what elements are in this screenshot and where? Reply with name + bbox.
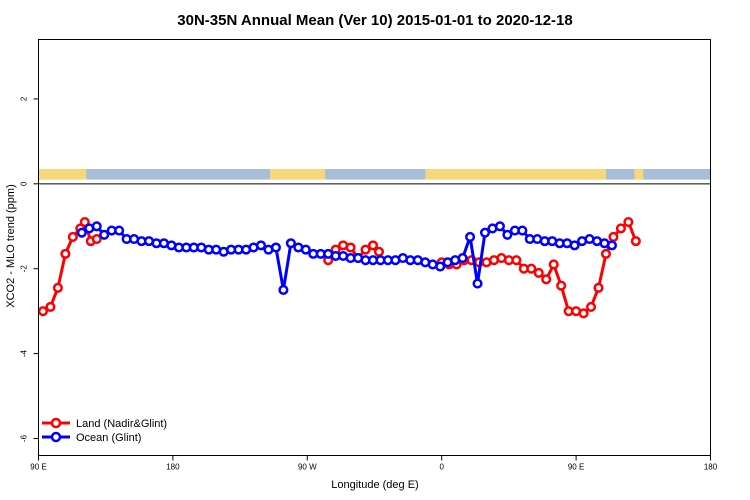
ocean-series-point [479, 227, 491, 238]
land-series-point [345, 242, 356, 253]
x-axis-label: Longitude (deg E) [331, 479, 418, 491]
y-axis-label: XCO2 - MLO trend (ppm) [5, 184, 17, 307]
land-series-point [45, 301, 56, 312]
land-series-point [67, 231, 78, 242]
ocean-series-point [472, 278, 483, 289]
x-tick-label: 90 E [568, 463, 584, 472]
legend-ocean-label: Ocean (Glint) [76, 432, 141, 444]
legend-ocean-marker [50, 431, 62, 443]
y-tick-label: -6 [20, 434, 29, 442]
x-tick-label: 0 [439, 463, 444, 472]
ocean-series-point [465, 231, 476, 242]
land-series-point [548, 259, 559, 270]
ocean-series-point [435, 261, 446, 272]
land-series-point [541, 274, 552, 285]
land-series-point [600, 248, 612, 259]
land-series-point [533, 267, 544, 279]
ocean-series-point [569, 240, 580, 251]
y-tick-label: -2 [20, 265, 29, 273]
y-tick-label: -4 [20, 350, 29, 358]
ocean-series-point [285, 238, 296, 249]
land-series-point [608, 231, 619, 242]
legend-land-label: Land (Nadir&Glint) [76, 418, 167, 430]
x-tick-label: 180 [166, 463, 180, 472]
ocean-series-point [278, 284, 289, 295]
y-tick-label: 2 [20, 96, 29, 101]
legend: Land (Nadir&Glint) Ocean (Glint) [42, 417, 167, 444]
land-mask-segment [269, 168, 326, 180]
land-series-point [615, 223, 626, 234]
land-series-point [511, 255, 522, 266]
land-series-point [578, 308, 589, 319]
ocean-series-point [91, 221, 102, 232]
ocean-series-point [517, 225, 528, 236]
ocean-series-point [76, 227, 87, 238]
legend-land-marker [50, 417, 62, 429]
x-tick-label: 90 E [30, 463, 46, 472]
y-tick-label: 0 [20, 181, 29, 186]
ocean-series-point [457, 253, 468, 264]
land-series-point [556, 280, 567, 291]
land-series-point [37, 306, 49, 317]
ocean-series-point [300, 244, 311, 255]
land-series-point [60, 248, 71, 259]
land-mask-segment [634, 168, 644, 180]
x-tick-label: 180 [704, 463, 718, 472]
ocean-series-point [494, 221, 505, 232]
ocean-mask-band [38, 168, 711, 180]
land-series-point [630, 236, 641, 247]
chart-title: 30N-35N Annual Mean (Ver 10) 2015-01-01 … [177, 12, 572, 29]
land-series-point [623, 216, 634, 228]
land-series-point [593, 282, 604, 293]
land-series-point [91, 233, 102, 245]
land-series-point [360, 244, 371, 255]
land-series-point [367, 240, 379, 251]
ocean-series-point [114, 225, 125, 236]
x-tick-label: 90 W [298, 463, 317, 472]
land-series-point [52, 282, 63, 293]
plot-frame [38, 39, 711, 456]
land-series-point [79, 216, 90, 228]
land-series-point [373, 246, 385, 257]
land-series-point [585, 301, 597, 312]
land-mask-segment [425, 168, 606, 180]
land-series-point [526, 263, 537, 274]
ocean-series-point [99, 229, 110, 240]
plot-area [37, 168, 711, 319]
ocean-series-point [255, 240, 267, 251]
land-mask-segment [38, 168, 87, 180]
ocean-series-point [502, 229, 513, 240]
ocean-series-point [270, 242, 281, 253]
ocean-series-point [606, 240, 617, 251]
